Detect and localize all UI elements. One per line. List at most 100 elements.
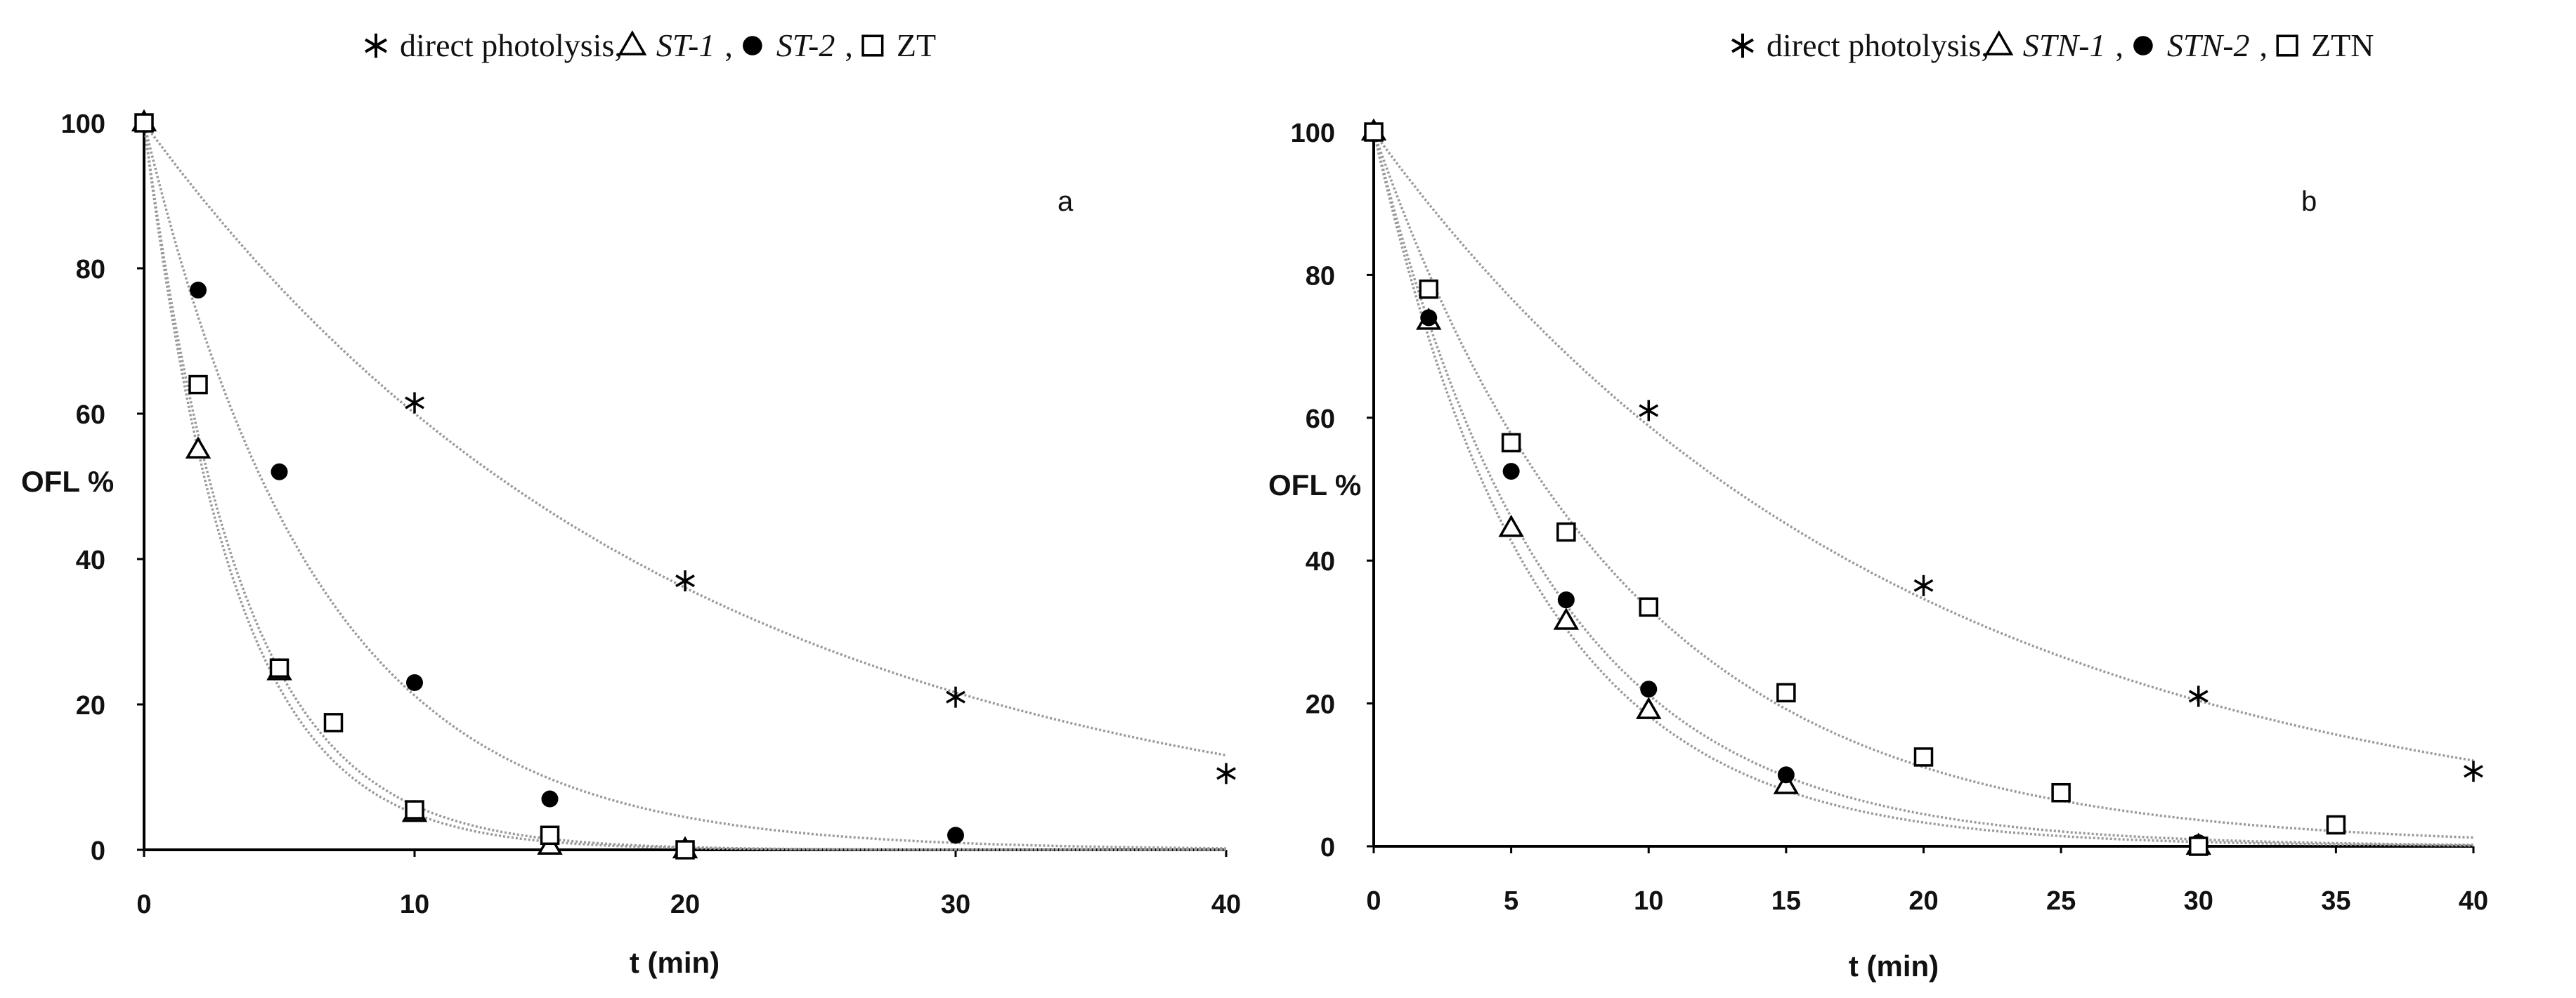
x-tick-label: 20: [1908, 886, 1938, 916]
legend-marker-triangle: [1984, 30, 2014, 55]
data-point-square: [323, 713, 344, 733]
data-point-square: [675, 840, 695, 860]
data-point-circle: [1557, 591, 1575, 609]
legend-label: direct photolysis,: [1767, 27, 1989, 63]
x-tick-label: 5: [1504, 886, 1518, 916]
data-point-square: [1913, 747, 1934, 767]
x-tick-label: 25: [2046, 886, 2076, 916]
data-point-square: [188, 374, 208, 395]
x-tick-label: 10: [1634, 886, 1663, 916]
fit-curve-triangle: [1372, 131, 2474, 847]
legend-marker-circle: [2133, 36, 2153, 55]
legend: direct photolysis, STN-1, STN-2, ZTN: [1731, 27, 2374, 63]
y-axis-title: OFL %: [1268, 468, 1361, 501]
legend-label: ZT: [897, 27, 936, 63]
y-tick-label: 60: [1306, 405, 1335, 434]
data-point-circle: [271, 463, 288, 480]
legend-label: ,: [845, 27, 853, 63]
legend: direct photolysis, ST-1, ST-2, ZT: [365, 27, 936, 63]
data-point-square: [269, 658, 290, 678]
data-point-circle: [1640, 681, 1658, 698]
data-point-square: [1556, 522, 1576, 542]
data-point-square: [1501, 433, 1521, 453]
y-tick-label: 60: [76, 400, 105, 430]
data-point-square: [1776, 683, 1796, 703]
data-point-square: [134, 113, 154, 133]
data-point-square: [1639, 597, 1658, 617]
data-point-asterisk: [946, 686, 965, 708]
data-point-square: [2326, 815, 2346, 835]
data-point-triangle: [1773, 772, 1800, 794]
x-tick-label: 40: [2459, 886, 2488, 916]
panel-letter: a: [1058, 186, 1074, 217]
data-point-triangle: [1636, 697, 1662, 719]
y-tick-label: 80: [76, 255, 105, 284]
data-point-asterisk: [675, 570, 695, 592]
data-point-circle: [1502, 463, 1520, 480]
data-point-circle: [1420, 309, 1438, 327]
y-tick-label: 20: [76, 691, 105, 721]
data-point-circle: [1777, 766, 1795, 784]
legend-label: ST-2: [776, 27, 835, 63]
data-point-triangle: [1498, 514, 1524, 537]
x-tick-label: 40: [1211, 890, 1241, 919]
legend-label: STN-2: [2167, 27, 2250, 63]
legend-label: ST-1: [656, 27, 715, 63]
fit-curve-square: [143, 122, 1226, 851]
x-axis-title: t (min): [1849, 950, 1939, 983]
x-tick-label: 30: [941, 890, 970, 919]
panel-letter: b: [2301, 186, 2317, 217]
panel-a: 0 10 20 30 40 0 20 40 60 80 100 OFL % t (min) a direct…: [21, 27, 1241, 979]
x-tick-label: 20: [670, 890, 700, 919]
x-tick-label: 30: [2184, 886, 2213, 916]
legend-marker-square: [2276, 34, 2298, 57]
legend-marker-square: [861, 34, 884, 57]
y-tick-label: 100: [61, 110, 105, 139]
data-point-circle: [190, 282, 207, 299]
data-point-square: [1419, 279, 1438, 299]
y-tick-label: 0: [1320, 833, 1335, 862]
legend-marker-triangle: [618, 30, 647, 55]
fit-curve-square: [1372, 131, 2474, 839]
x-tick-label: 10: [400, 890, 429, 919]
fit-curve-triangle: [143, 122, 1226, 851]
legend-marker-asterisk: [1731, 33, 1754, 58]
x-tick-label: 0: [136, 890, 151, 919]
data-point-circle: [406, 674, 423, 691]
legend-label: STN-1: [2023, 27, 2106, 63]
data-point-square: [405, 800, 424, 820]
data-point-asterisk: [1913, 574, 1934, 596]
legend-marker-circle: [743, 36, 762, 55]
data-point-asterisk: [2188, 685, 2209, 707]
fit-curve-circle: [1372, 131, 2473, 846]
y-tick-label: 100: [1291, 119, 1335, 148]
legend-label: ,: [2115, 27, 2123, 63]
fit-curve-asterisk: [1372, 131, 2474, 762]
y-tick-label: 0: [91, 836, 105, 866]
y-tick-label: 40: [1306, 547, 1335, 577]
y-axis-title: OFL %: [21, 465, 114, 498]
data-point-square: [2189, 836, 2209, 856]
fit-curve-circle: [143, 122, 1227, 850]
data-point-triangle: [185, 436, 212, 459]
legend-label: ,: [2260, 27, 2268, 63]
y-tick-label: 20: [1306, 690, 1335, 720]
data-point-square: [540, 825, 560, 846]
data-point-asterisk: [1216, 763, 1236, 784]
data-point-circle: [541, 790, 559, 808]
fit-curve-asterisk: [143, 122, 1227, 757]
data-point-triangle: [1553, 608, 1580, 630]
data-point-asterisk: [2464, 761, 2483, 782]
y-tick-label: 80: [1306, 261, 1335, 291]
data-point-asterisk: [1639, 400, 1659, 421]
x-tick-label: 0: [1366, 886, 1381, 916]
legend-label: direct photolysis,: [400, 27, 623, 63]
y-tick-label: 40: [76, 546, 105, 575]
data-point-circle: [947, 827, 964, 844]
data-point-asterisk: [405, 392, 424, 414]
panel-b: 0 5 10 15 20 25 30 35 40 0 20 40 60 80 100 OFL % t (min)…: [1268, 27, 2488, 983]
x-tick-label: 15: [1771, 886, 1801, 916]
data-point-square: [2051, 782, 2071, 803]
legend-label: ,: [724, 27, 733, 63]
